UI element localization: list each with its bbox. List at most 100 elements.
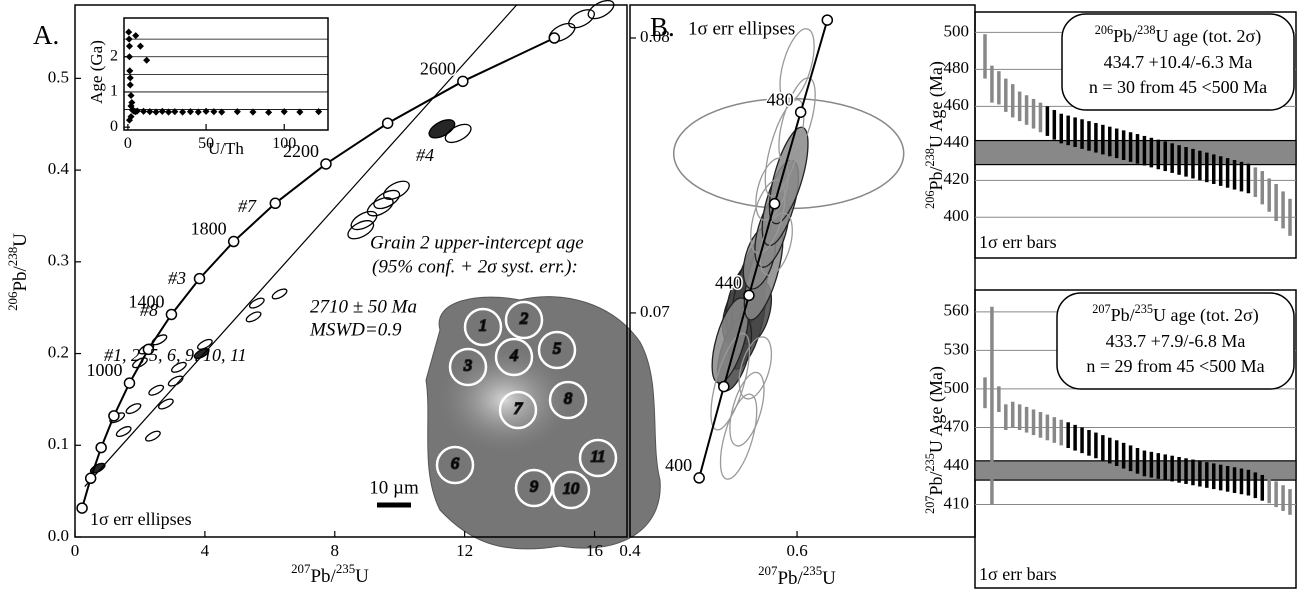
x-tick-label: 4 bbox=[201, 541, 210, 560]
error-ellipse bbox=[719, 393, 758, 480]
error-ellipse bbox=[383, 180, 410, 200]
data-point bbox=[210, 108, 218, 116]
error-ellipse bbox=[245, 311, 262, 323]
concordia-point bbox=[381, 117, 394, 129]
y-axis-label: 206Pb/238U Age (Ma) bbox=[923, 61, 947, 209]
label-superscript: 238 bbox=[1137, 23, 1155, 37]
label-text: Pb/ bbox=[310, 566, 336, 587]
age-label: 1000 bbox=[86, 360, 122, 380]
label-superscript: 235 bbox=[923, 453, 937, 471]
info-line: 433.7 +7.9/-6.8 Ma bbox=[1106, 331, 1246, 351]
error-ellipse bbox=[171, 361, 187, 373]
y-tick-label: 0.08 bbox=[640, 27, 670, 46]
concordia-point bbox=[165, 308, 178, 321]
y-tick-label: 400 bbox=[944, 206, 970, 225]
analysis-spot bbox=[435, 445, 475, 485]
y-tick-label: 0.1 bbox=[48, 434, 69, 453]
info-title: 207Pb/235U age (tot. 2σ) bbox=[1092, 302, 1258, 326]
x-tick-label: 0.4 bbox=[619, 541, 641, 560]
label-superscript: 206 bbox=[5, 291, 20, 311]
x-axis-label: 207Pb/235U bbox=[291, 561, 369, 587]
data-point bbox=[126, 67, 134, 75]
label-text: Pb/ bbox=[926, 166, 946, 190]
error-ellipse bbox=[710, 332, 751, 431]
error-ellipse bbox=[132, 357, 148, 369]
annotation: 1σ err ellipses bbox=[90, 509, 192, 529]
age-label: 1800 bbox=[191, 219, 227, 239]
analysis-spot bbox=[504, 300, 544, 340]
plot-frame bbox=[974, 11, 1297, 259]
error-ellipse bbox=[428, 119, 456, 139]
error-ellipse bbox=[366, 197, 394, 217]
data-point bbox=[280, 108, 288, 116]
spot-label: 7 bbox=[514, 401, 523, 418]
annotation: #8 bbox=[140, 300, 158, 320]
concordia-point bbox=[320, 158, 332, 170]
y-tick-label: 1 bbox=[110, 83, 118, 100]
note-bg bbox=[977, 233, 1077, 255]
spot-label: 4 bbox=[510, 348, 518, 365]
data-point bbox=[179, 108, 187, 116]
y-axis-label: 206Pb/238U bbox=[5, 233, 31, 311]
scale-bar-label: 10 µm bbox=[369, 477, 419, 498]
x-tick-label: 0.6 bbox=[786, 541, 807, 560]
spot-label: 1 bbox=[479, 318, 487, 335]
intercept-note: (95% conf. + 2σ syst. err.): bbox=[372, 256, 578, 277]
error-ellipse bbox=[145, 430, 161, 442]
data-point bbox=[146, 108, 154, 116]
data-point bbox=[143, 56, 151, 64]
y-tick-label: 0.3 bbox=[48, 251, 69, 270]
label-superscript: 238 bbox=[923, 148, 937, 166]
label-superscript: 235 bbox=[336, 561, 355, 576]
info-line: n = 29 from 45 <500 Ma bbox=[1086, 356, 1264, 376]
mean-band bbox=[974, 139, 1297, 166]
info-line: 434.7 +10.4/-6.3 Ma bbox=[1104, 52, 1253, 72]
spot-label: 10 bbox=[563, 481, 579, 498]
error-ellipse bbox=[125, 403, 142, 415]
spot-label: 11 bbox=[591, 449, 606, 466]
data-point bbox=[165, 108, 173, 116]
data-point bbox=[132, 32, 140, 40]
intercept-note: MSWD=0.9 bbox=[309, 319, 402, 340]
age-label: 480 bbox=[767, 89, 794, 109]
x-tick-label: 16 bbox=[586, 541, 603, 560]
spot-label: 3 bbox=[463, 358, 472, 375]
label-superscript: 235 bbox=[803, 563, 822, 578]
spot-label: 5 bbox=[553, 341, 561, 358]
data-point bbox=[152, 108, 160, 116]
label-superscript: 207 bbox=[1092, 302, 1110, 316]
concordia-point bbox=[193, 272, 206, 285]
analysis-spot bbox=[548, 380, 588, 420]
info-box bbox=[1056, 292, 1295, 390]
error-ellipse bbox=[568, 9, 595, 29]
analysis-spot bbox=[537, 330, 577, 370]
error-ellipse bbox=[347, 220, 375, 240]
error-ellipse bbox=[158, 398, 174, 410]
label-text: U Age (Ma) bbox=[926, 61, 947, 148]
data-point bbox=[296, 108, 304, 116]
analysis-spot bbox=[498, 390, 538, 430]
data-point bbox=[265, 108, 273, 116]
plot-area: 400 440 480 bbox=[664, 14, 905, 484]
data-point bbox=[194, 108, 202, 116]
annotation: 1σ err ellipses bbox=[688, 18, 795, 39]
x-tick-label: 0 bbox=[124, 135, 132, 152]
label-text: U age (tot. 2σ) bbox=[1156, 26, 1262, 47]
concordia-point bbox=[227, 235, 240, 248]
y-tick-label: 0.07 bbox=[640, 302, 670, 321]
y-axis-label: Age (Ga) bbox=[87, 40, 106, 104]
x-tick-label: 8 bbox=[331, 541, 340, 560]
label-text: U bbox=[10, 233, 31, 247]
x-tick-label: 12 bbox=[456, 541, 473, 560]
age-label: 2600 bbox=[420, 58, 456, 78]
error-ellipse bbox=[248, 297, 265, 309]
error-ellipse bbox=[738, 336, 773, 400]
error-ellipse bbox=[729, 371, 765, 447]
x-tick-label: 50 bbox=[198, 135, 214, 152]
y-tick-label: 480 bbox=[944, 58, 970, 77]
concordia-point bbox=[718, 380, 730, 393]
info-box bbox=[1061, 13, 1295, 111]
error-ellipse bbox=[444, 123, 472, 144]
